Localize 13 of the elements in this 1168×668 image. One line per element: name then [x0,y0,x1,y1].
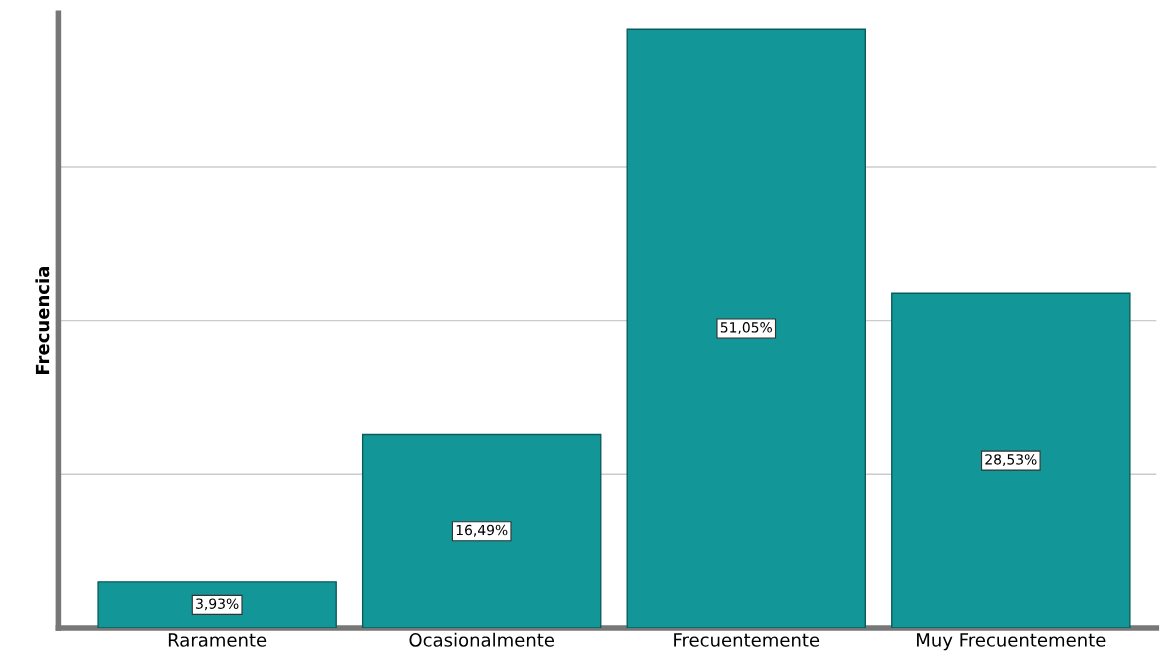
data-label: 3,93% [196,598,239,611]
bar [626,28,867,628]
x-tick-label: Frecuentemente [674,633,820,647]
x-tick-label: Muy Frecuentemente [917,633,1106,651]
x-tick-label: Raramente [168,633,267,647]
x-tick-label: Ocasionalmente [409,632,554,647]
data-label: 28,53% [985,454,1037,467]
data-label: 51,05% [720,322,772,334]
bar [97,581,337,628]
data-label: 16,49% [456,524,508,537]
bar [891,292,1131,628]
bar [361,433,602,628]
y-axis-title: Frecuencia [35,267,50,375]
